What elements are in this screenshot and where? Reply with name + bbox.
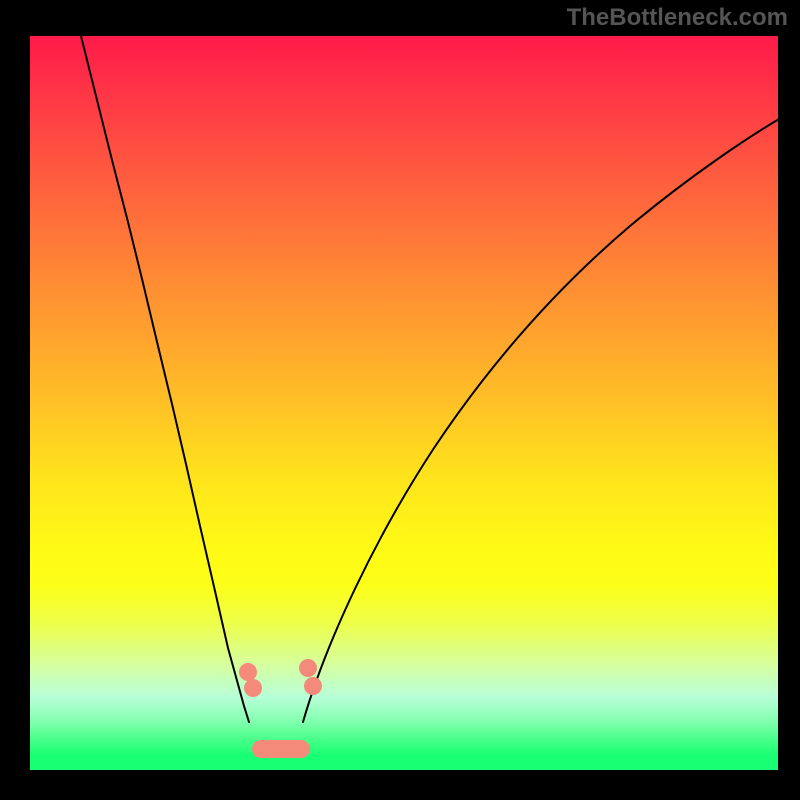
marker-left-dot-bottom [244,679,262,697]
marker-right-dot-top [299,659,317,677]
markers-svg [30,36,778,770]
marker-bottom-pill [252,740,310,758]
marker-right-dot-bottom [304,677,322,695]
plot-area [30,36,778,770]
watermark-text: TheBottleneck.com [567,4,788,32]
marker-left-dot-top [239,663,257,681]
frame: TheBottleneck.com [0,0,800,800]
